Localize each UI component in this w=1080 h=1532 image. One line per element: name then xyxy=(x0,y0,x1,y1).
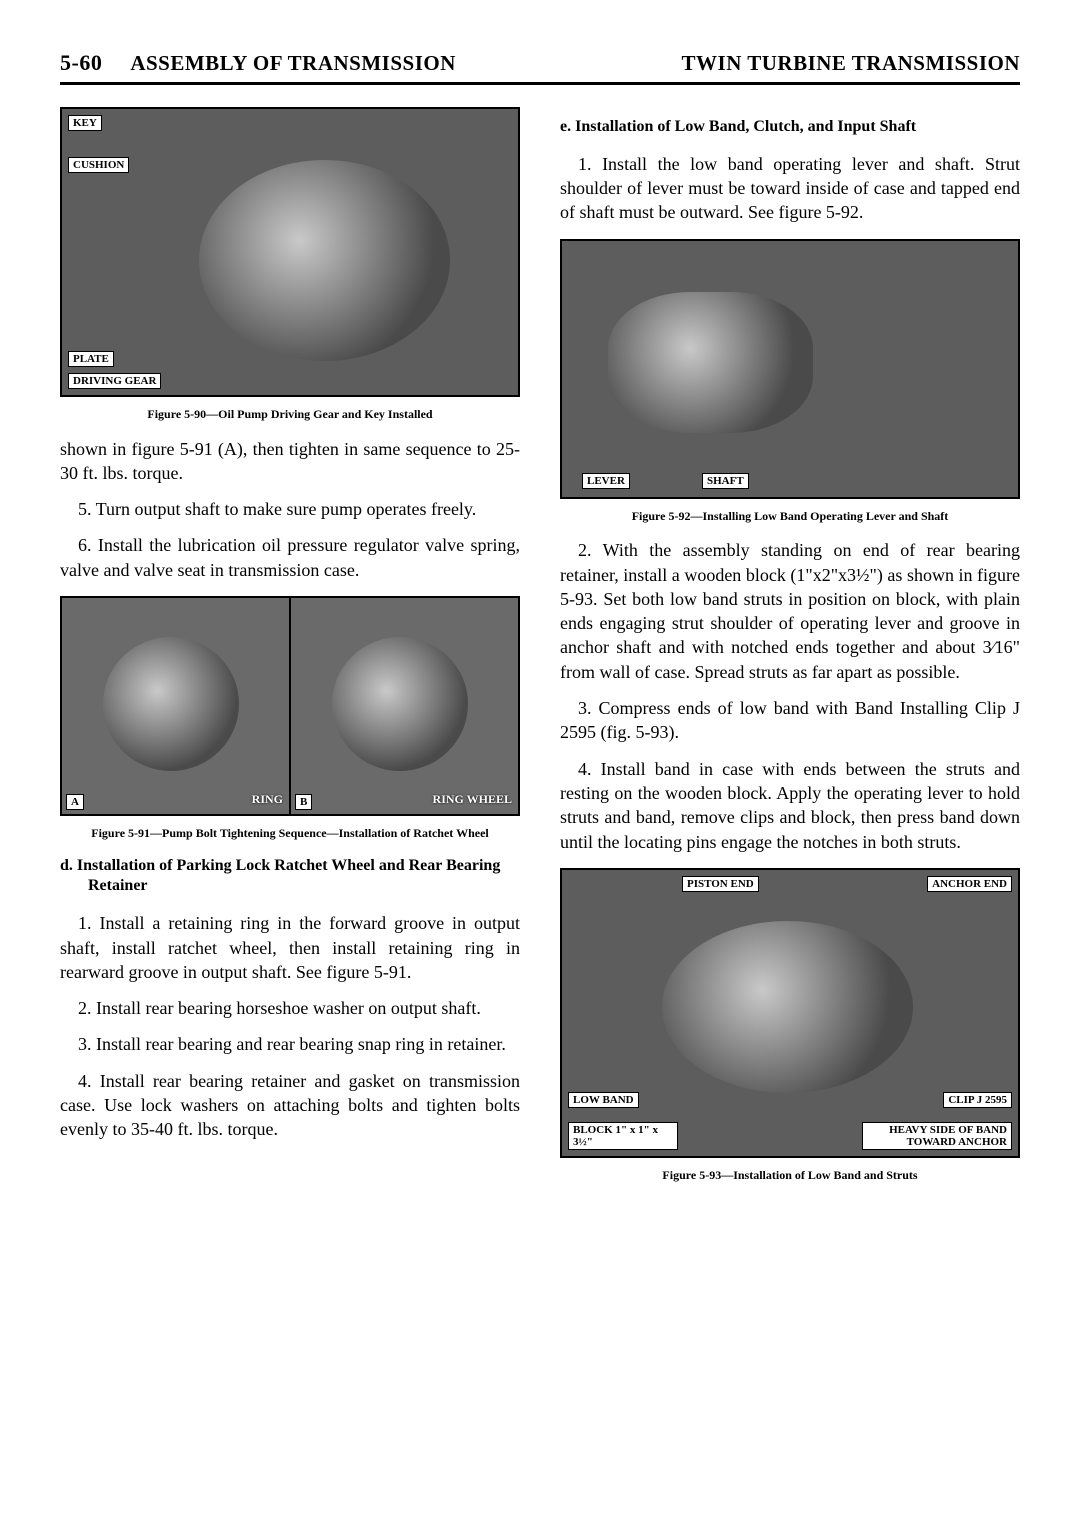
page-header: 5-60 ASSEMBLY OF TRANSMISSION TWIN TURBI… xyxy=(60,50,1020,85)
e-step-1-text: 1. Install the low band operating lever … xyxy=(560,154,1020,223)
e-step-3: 3. Compress ends of low band with Band I… xyxy=(560,696,1020,745)
fig590-label-plate: PLATE xyxy=(68,351,114,367)
fig591-label-a: A xyxy=(66,794,84,810)
content-columns: KEY CUSHION PLATE DRIVING GEAR Figure 5-… xyxy=(60,107,1020,1197)
left-column: KEY CUSHION PLATE DRIVING GEAR Figure 5-… xyxy=(60,107,520,1197)
e-step-2-text: 2. With the assembly standing on end of … xyxy=(560,540,1020,681)
d-step-4-text: 4. Install rear bearing retainer and gas… xyxy=(60,1071,520,1140)
section-title-right: TWIN TURBINE TRANSMISSION xyxy=(682,51,1020,76)
figure-5-92: LEVER SHAFT xyxy=(560,239,1020,499)
step-5: 5. Turn output shaft to make sure pump o… xyxy=(60,497,520,521)
figure-5-92-caption: Figure 5-92—Installing Low Band Operatin… xyxy=(560,509,1020,525)
fig593-label-heavy: HEAVY SIDE OF BAND TOWARD ANCHOR xyxy=(862,1122,1012,1150)
e-step-2: 2. With the assembly standing on end of … xyxy=(560,538,1020,684)
figure-5-91-caption: Figure 5-91—Pump Bolt Tightening Sequenc… xyxy=(60,826,520,842)
d-step-1: 1. Install a retaining ring in the forwa… xyxy=(60,911,520,984)
d-step-2-text: 2. Install rear bearing horseshoe washer… xyxy=(78,998,481,1018)
subsection-e-heading: e. Installation of Low Band, Clutch, and… xyxy=(560,117,1020,138)
fig593-label-piston-end: PISTON END xyxy=(682,876,759,892)
fig591-label-ring: RING xyxy=(252,793,283,806)
step-6: 6. Install the lubrication oil pressure … xyxy=(60,533,520,582)
fig592-label-shaft: SHAFT xyxy=(702,473,749,489)
e-step-4: 4. Install band in case with ends betwee… xyxy=(560,757,1020,854)
figure-5-93-caption: Figure 5-93—Installation of Low Band and… xyxy=(560,1168,1020,1184)
figure-5-93: PISTON END ANCHOR END LOW BAND CLIP J 25… xyxy=(560,868,1020,1158)
e-step-3-text: 3. Compress ends of low band with Band I… xyxy=(560,698,1020,742)
step-5-text: 5. Turn output shaft to make sure pump o… xyxy=(78,499,476,519)
fig593-label-anchor-end: ANCHOR END xyxy=(927,876,1012,892)
fig590-label-driving-gear: DRIVING GEAR xyxy=(68,373,161,389)
d-step-1-text: 1. Install a retaining ring in the forwa… xyxy=(60,913,520,982)
right-column: e. Installation of Low Band, Clutch, and… xyxy=(560,107,1020,1197)
fig593-label-low-band: LOW BAND xyxy=(568,1092,639,1108)
fig593-label-clip: CLIP J 2595 xyxy=(943,1092,1012,1108)
d-step-3: 3. Install rear bearing and rear bearing… xyxy=(60,1032,520,1056)
d-step-4: 4. Install rear bearing retainer and gas… xyxy=(60,1069,520,1142)
e-step-1: 1. Install the low band operating lever … xyxy=(560,152,1020,225)
fig591-label-b: B xyxy=(295,794,312,810)
figure-5-90-caption: Figure 5-90—Oil Pump Driving Gear and Ke… xyxy=(60,407,520,423)
subsection-d-heading: d. Installation of Parking Lock Ratchet … xyxy=(60,856,520,898)
d-step-2: 2. Install rear bearing horseshoe washer… xyxy=(60,996,520,1020)
fig593-label-block: BLOCK 1" x 1" x 3½" xyxy=(568,1122,678,1150)
page-number: 5-60 xyxy=(60,50,102,76)
fig592-label-lever: LEVER xyxy=(582,473,630,489)
e-step-4-text: 4. Install band in case with ends betwee… xyxy=(560,759,1020,852)
d-step-3-text: 3. Install rear bearing and rear bearing… xyxy=(78,1034,506,1054)
step-6-text: 6. Install the lubrication oil pressure … xyxy=(60,535,520,579)
fig591-label-ring-wheel: RING WHEEL xyxy=(433,793,512,806)
fig590-label-key: KEY xyxy=(68,115,102,131)
para-continued: shown in figure 5-91 (A), then tighten i… xyxy=(60,437,520,486)
section-title-left: ASSEMBLY OF TRANSMISSION xyxy=(130,51,456,76)
figure-5-91: A RING B RING WHEEL xyxy=(60,596,520,816)
figure-5-90: KEY CUSHION PLATE DRIVING GEAR xyxy=(60,107,520,397)
fig590-label-cushion: CUSHION xyxy=(68,157,129,173)
